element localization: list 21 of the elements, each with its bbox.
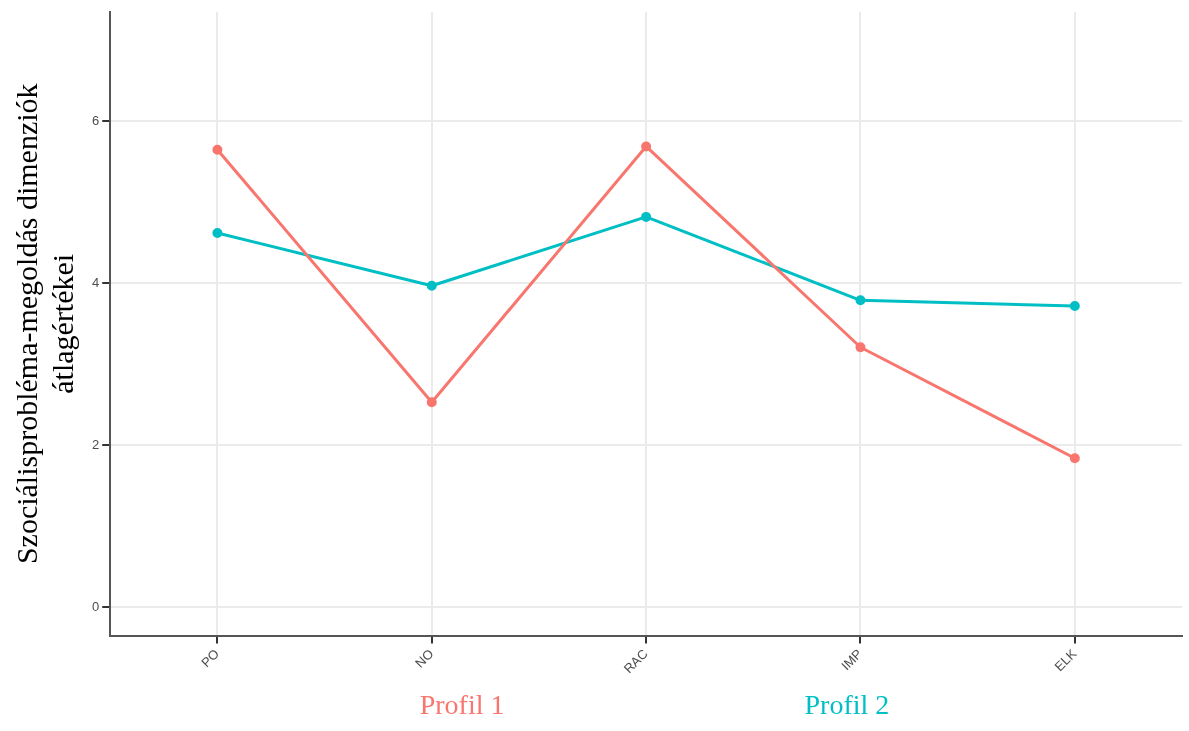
point xyxy=(212,228,223,239)
x-tick-label: PO xyxy=(198,646,223,671)
y-tick-label: 6 xyxy=(92,112,100,128)
point xyxy=(1069,453,1080,464)
point xyxy=(641,141,652,152)
y-axis-title: Szociálisprobléma-megoldás dimenziók átlagértékei xyxy=(9,83,79,565)
point xyxy=(212,144,223,155)
point xyxy=(855,295,866,306)
point xyxy=(426,280,437,291)
y-tick-label: 0 xyxy=(92,598,100,614)
y-tick-label: 2 xyxy=(92,436,100,452)
x-tick-label: NO xyxy=(412,646,437,671)
point xyxy=(641,211,652,222)
point xyxy=(855,342,866,353)
point xyxy=(426,397,437,408)
text: Profil 2 xyxy=(804,689,890,721)
text: Profil 1 xyxy=(419,689,505,721)
y-tick-label: 4 xyxy=(92,274,100,290)
x-tick-label: IMP xyxy=(838,646,866,674)
x-tick-label: ELK xyxy=(1051,645,1080,675)
point xyxy=(1069,300,1080,311)
